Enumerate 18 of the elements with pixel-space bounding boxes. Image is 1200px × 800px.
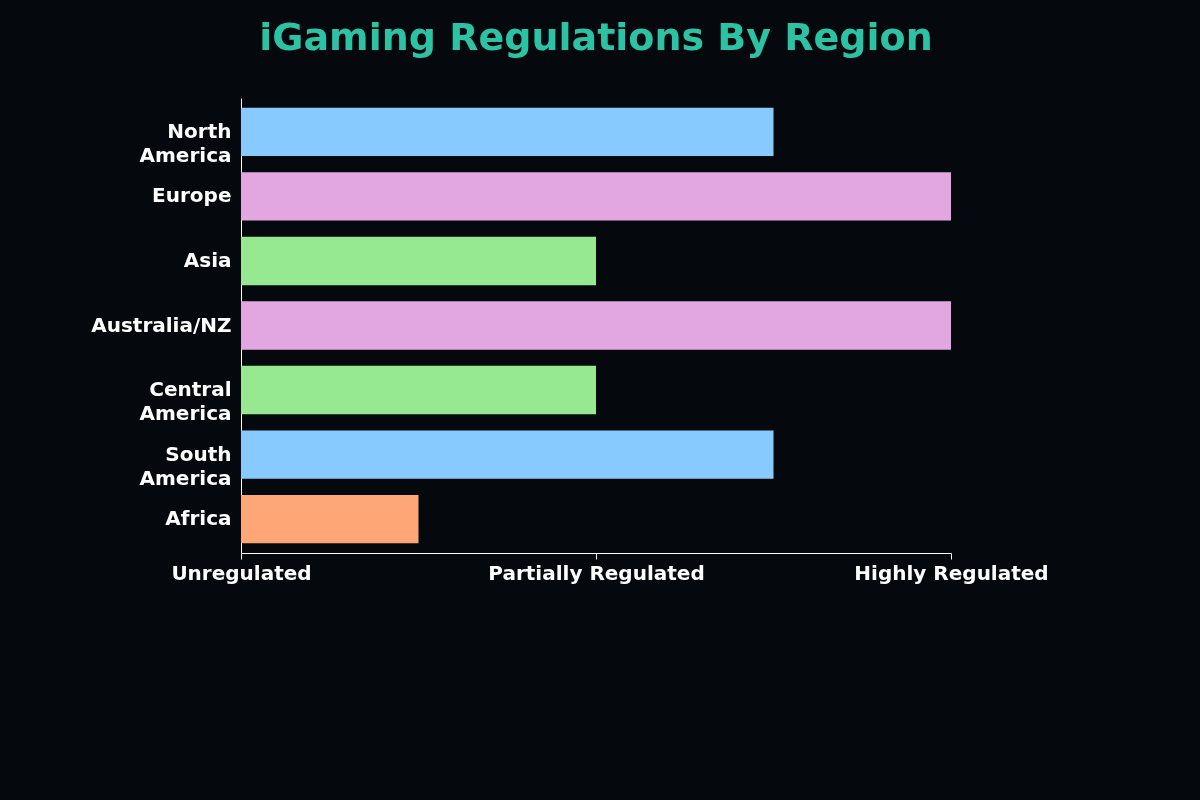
bar	[241, 107, 774, 157]
text: Partially Regulated	[488, 560, 705, 585]
y-tick-label: Europe	[152, 183, 232, 208]
text: Highly Regulated	[854, 560, 1049, 585]
y-tick-label: North America	[139, 118, 232, 167]
y-tick-label: Australia/NZ	[91, 312, 232, 337]
bar	[241, 365, 596, 415]
bar	[241, 236, 596, 286]
bar	[241, 301, 951, 350]
bar	[241, 172, 951, 221]
bar	[241, 430, 774, 479]
text: Unregulated	[171, 560, 312, 585]
bar	[241, 494, 419, 544]
y-tick-label: Central America	[139, 377, 232, 426]
y-tick-label: Africa	[165, 506, 232, 531]
chart-title: iGaming Regulations By Region	[259, 15, 933, 59]
y-tick-label: Asia	[183, 247, 232, 272]
y-tick-label: South America	[139, 441, 232, 490]
